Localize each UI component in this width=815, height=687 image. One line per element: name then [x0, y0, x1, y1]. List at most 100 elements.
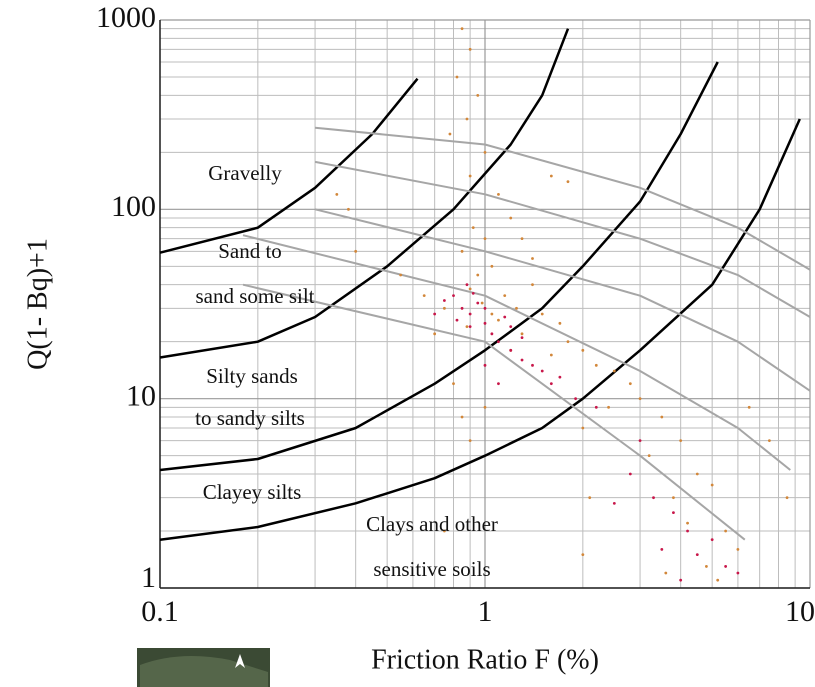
scatter-point: [531, 363, 534, 367]
scatter-point: [471, 226, 475, 230]
scatter-point: [347, 207, 350, 211]
scatter-point: [460, 306, 464, 310]
scatter-point: [452, 294, 455, 298]
scatter-point: [448, 132, 452, 136]
scatter-point: [483, 405, 487, 409]
y-tick-label: 1000: [96, 1, 156, 34]
scatter-point: [520, 332, 524, 336]
scatter-point: [483, 321, 487, 325]
scatter-point: [566, 180, 570, 184]
scatter-point: [433, 312, 437, 316]
scatter-point: [468, 439, 472, 443]
scatter-point: [452, 382, 455, 386]
scatter-point: [628, 382, 632, 386]
contour-line: [314, 160, 811, 318]
scatter-point: [695, 472, 699, 476]
scatter-point: [705, 565, 708, 568]
scatter-point: [476, 273, 480, 277]
region-label: to sandy silts: [195, 406, 305, 430]
scatter-point: [442, 299, 446, 302]
scatter-point: [724, 529, 728, 533]
scatter-point: [695, 553, 699, 557]
region-label: Clayey silts: [203, 480, 302, 504]
scatter-point: [520, 358, 524, 362]
scatter-point: [476, 301, 480, 305]
scatter-point: [686, 521, 689, 525]
scatter-point: [540, 369, 544, 373]
region-label: Gravelly: [208, 161, 282, 185]
contour-line: [315, 126, 811, 271]
scatter-point: [468, 47, 472, 51]
scatter-point: [460, 415, 464, 419]
scatter-point: [490, 264, 494, 268]
scatter-point: [468, 174, 472, 178]
scatter-point: [672, 496, 675, 500]
scatter-point: [549, 353, 553, 357]
scatter-point: [455, 75, 459, 79]
scatter-point: [638, 397, 642, 401]
scatter-point: [647, 454, 651, 458]
scatter-point: [503, 315, 507, 319]
y-axis-label: Q(1- Bq)+1: [22, 238, 53, 370]
scatter-point: [660, 547, 664, 551]
contour-line: [242, 234, 791, 471]
scatter-point: [594, 405, 598, 409]
scatter-point: [660, 415, 664, 419]
scatter-point: [607, 405, 610, 409]
boundary-curve: [159, 28, 570, 359]
scatter-point: [503, 294, 507, 298]
scatter-point: [509, 348, 513, 352]
scatter-point: [465, 325, 469, 329]
boundary-curve: [159, 61, 719, 472]
region-label: Clays and other: [366, 512, 498, 536]
scatter-point: [574, 397, 577, 401]
scatter-point: [468, 325, 472, 329]
scatter-point: [531, 257, 534, 260]
north-arrow: [235, 654, 245, 668]
scatter-point: [520, 336, 524, 340]
scatter-point: [686, 529, 689, 533]
scatter-point: [638, 439, 642, 443]
y-tick-label: 1: [141, 561, 156, 594]
scatter-point: [480, 301, 484, 305]
x-tick-label: 0.1: [141, 595, 179, 628]
scatter-point: [724, 565, 728, 568]
scatter-point: [455, 318, 459, 322]
scatter-point: [509, 325, 513, 329]
scatter-point: [497, 382, 500, 386]
scatter-point: [558, 375, 562, 379]
x-axis-label: Friction Ratio F (%): [371, 644, 599, 675]
scatter-point: [468, 287, 472, 291]
scatter-point: [515, 306, 518, 310]
scatter-point: [335, 192, 339, 196]
scatter-point: [354, 249, 358, 253]
scatter-point: [549, 382, 553, 386]
scatter-point: [612, 501, 616, 505]
scatter-point: [520, 237, 524, 241]
scatter-point: [476, 93, 480, 97]
scatter-point: [399, 273, 403, 277]
scatter-point: [465, 117, 469, 121]
scatter-point: [594, 363, 598, 367]
scatter-point: [716, 578, 720, 582]
scatter-point: [540, 312, 544, 316]
scatter-point: [672, 511, 675, 515]
x-tick-label: 1: [478, 595, 493, 628]
scatter-point: [483, 237, 487, 241]
scatter-point: [497, 192, 500, 196]
scatter-point: [679, 578, 683, 582]
scatter-point: [465, 283, 469, 287]
boundary-curve: [159, 118, 801, 541]
scatter-point: [460, 27, 464, 31]
region-label: sand some silt: [196, 284, 315, 308]
region-label: Silty sands: [206, 364, 298, 388]
scatter-point: [442, 306, 446, 310]
scatter-point: [460, 249, 464, 253]
scatter-point: [581, 348, 585, 352]
scatter-point: [785, 496, 789, 500]
scatter-point: [549, 174, 553, 178]
scatter-point: [767, 439, 771, 443]
scatter-point: [483, 363, 487, 367]
scatter-point: [710, 483, 714, 487]
